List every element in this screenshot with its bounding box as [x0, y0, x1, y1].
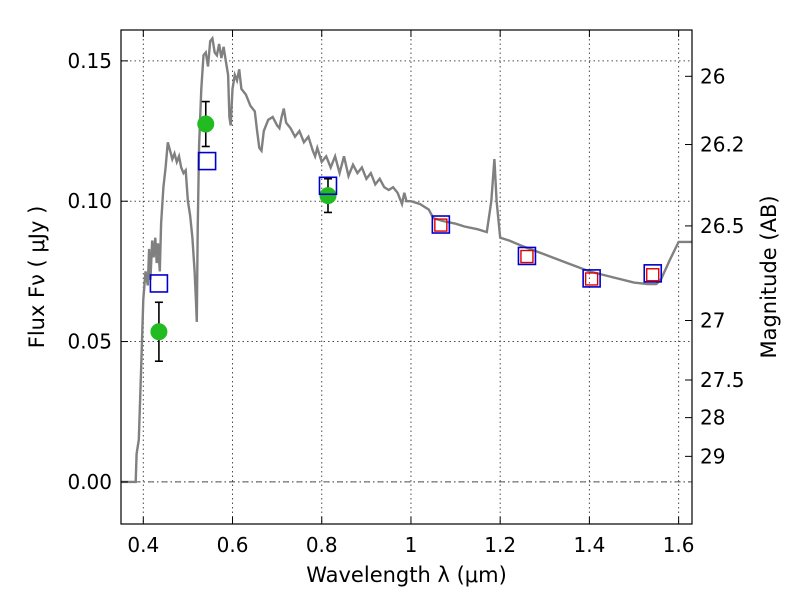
- red-square-marker: [584, 272, 599, 286]
- x-tick-label: 0.8: [306, 533, 338, 557]
- right-tick-label: 29: [700, 444, 725, 468]
- x-axis-label: Wavelength λ (μm): [306, 563, 507, 587]
- right-tick-label: 27.5: [700, 368, 745, 392]
- y-tick-label: 0.05: [67, 330, 112, 354]
- y-tick-label: 0.00: [67, 470, 112, 494]
- blue-square-marker: [582, 269, 601, 288]
- observed-point: [197, 115, 215, 133]
- observed-photometry: [150, 100, 337, 363]
- right-tick-label: 27: [700, 309, 725, 333]
- grid-lines: [121, 30, 692, 524]
- model-spectrum-line: [121, 35, 692, 484]
- right-tick-label: 26.2: [700, 133, 745, 157]
- blue-square-marker: [318, 176, 338, 196]
- blue-square-marker: [431, 215, 451, 234]
- right-tick-label: 28: [700, 406, 725, 430]
- x-tick-label: 1: [405, 533, 418, 557]
- red-square-marker: [646, 268, 660, 282]
- x-tick-label: 0.4: [127, 533, 159, 557]
- x-tick-label: 0.6: [217, 533, 249, 557]
- x-tick-label: 1.2: [484, 533, 516, 557]
- observed-point: [150, 323, 168, 341]
- y-tick-label: 0.10: [67, 189, 112, 213]
- x-tick-label: 1.6: [663, 533, 695, 557]
- right-tick-label: 26.5: [700, 214, 745, 238]
- blue-square-marker: [149, 274, 169, 293]
- right-axis-label: Magnitude (AB): [757, 195, 781, 358]
- plot-frame: [120, 29, 693, 525]
- plot-area: [121, 35, 692, 484]
- y-tick-label: 0.15: [67, 49, 112, 73]
- synthetic-photometry: [149, 151, 663, 293]
- y-axis-label: Flux Fν ( μJy ): [25, 206, 49, 349]
- blue-square-marker: [643, 264, 663, 283]
- x-tick-label: 1.4: [573, 533, 605, 557]
- blue-square-marker: [197, 151, 217, 171]
- blue-square-marker: [517, 246, 537, 266]
- right-tick-label: 26: [700, 64, 725, 88]
- observed-point: [319, 187, 337, 205]
- axis-ticks: 0.4 0.6 0.8 1 1.2 1.4 1.6 0.00 0.05 0.10 0.15 26 26.…: [67, 30, 745, 557]
- red-square-marker: [434, 218, 448, 232]
- red-square-marker: [520, 249, 534, 264]
